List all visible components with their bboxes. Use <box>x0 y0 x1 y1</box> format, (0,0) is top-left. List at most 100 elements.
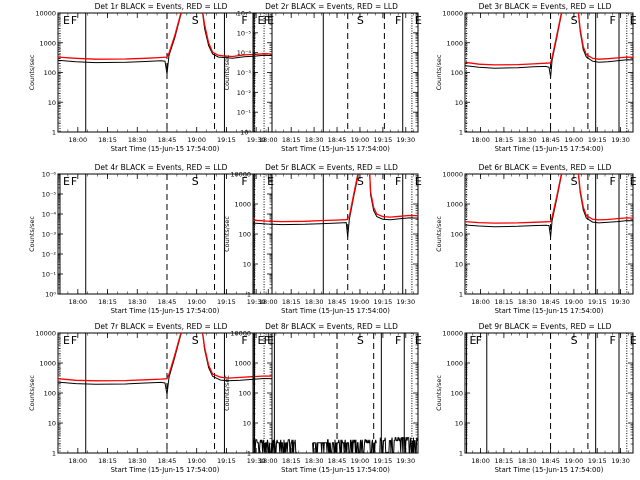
y-tick-label: 10⁻⁴ <box>42 211 57 219</box>
x-tick-label: 18:45 <box>328 457 347 465</box>
x-tick-label: 18:45 <box>158 298 177 306</box>
y-tick-label: 10000 <box>230 330 251 338</box>
series-lld <box>58 13 272 60</box>
x-tick-label: 18:30 <box>518 457 537 465</box>
y-tick-label: 10 <box>243 261 251 269</box>
x-tick-label: 19:15 <box>373 298 392 306</box>
event-marker-f: F <box>241 14 247 27</box>
x-axis-label: Start Time (15-Jun-15 17:54:00) <box>281 466 390 474</box>
x-tick-label: 18:45 <box>541 298 560 306</box>
x-tick-label: 18:15 <box>495 457 514 465</box>
event-marker-f: F <box>264 334 270 347</box>
y-tick-label: 1000 <box>39 360 56 368</box>
y-axis-label: Counts/sec <box>223 375 231 411</box>
y-axis-label: Counts/sec <box>28 54 36 90</box>
x-tick-label: 18:00 <box>68 457 87 465</box>
y-axis-label: Counts/sec <box>435 54 443 90</box>
series-lld <box>465 174 633 224</box>
y-tick-label: 1 <box>247 450 251 458</box>
panel-det-5: Det 5r BLACK = Events, RED = LLD 1 10 100 10… <box>223 163 422 315</box>
event-marker-f: F <box>71 14 77 27</box>
x-tick-label: 18:15 <box>282 298 301 306</box>
x-tick-label: 18:15 <box>495 136 514 144</box>
x-tick-label: 19:15 <box>373 457 392 465</box>
y-tick-label: 10⁻² <box>42 251 57 259</box>
event-marker-f: F <box>241 334 247 347</box>
x-axis-label: Start Time (15-Jun-15 17:54:00) <box>495 145 604 153</box>
panel-title: Det 2r BLACK = Events, RED = LLD <box>265 2 398 11</box>
x-axis-label: Start Time (15-Jun-15 17:54:00) <box>111 466 220 474</box>
x-tick-label: 19:30 <box>611 457 630 465</box>
y-tick-label: 1 <box>52 450 56 458</box>
x-tick-label: 19:30 <box>247 457 266 465</box>
x-axis-label: Start Time (15-Jun-15 17:54:00) <box>495 307 604 315</box>
panel-det-2: Det 2r BLACK = Events, RED = LLD 10⁰ 10⁻¹ 1… <box>223 2 422 153</box>
y-tick-label: 10 <box>48 99 56 107</box>
event-marker-f: F <box>476 334 482 347</box>
event-marker-f: F <box>610 334 616 347</box>
y-tick-label: 1000 <box>446 201 463 209</box>
x-tick-label: 18:00 <box>259 457 278 465</box>
event-marker-e: E <box>63 175 70 188</box>
y-tick-label: 10⁻⁵ <box>42 191 57 199</box>
event-marker-e: E <box>415 14 422 27</box>
y-axis-label: Counts/sec <box>435 216 443 252</box>
event-marker-e: E <box>63 334 70 347</box>
y-tick-label: 10 <box>455 420 463 428</box>
plot-frame <box>464 332 634 454</box>
panel-title: Det 7r BLACK = Events, RED = LLD <box>95 322 228 331</box>
x-axis-label: Start Time (15-Jun-15 17:54:00) <box>111 307 220 315</box>
y-tick-label: 10000 <box>35 330 56 338</box>
x-tick-label: 18:00 <box>259 136 278 144</box>
event-marker-e: E <box>470 334 477 347</box>
panel-title: Det 4r BLACK = Events, RED = LLD <box>95 163 228 172</box>
plot-frame <box>464 12 634 133</box>
event-marker-f: F <box>395 14 401 27</box>
y-axis-label: Counts/sec <box>28 216 36 252</box>
y-tick-label: 1 <box>459 450 463 458</box>
x-tick-label: 19:30 <box>611 136 630 144</box>
x-tick-label: 18:15 <box>495 298 514 306</box>
x-tick-label: 18:30 <box>128 298 147 306</box>
y-tick-label: 1000 <box>234 201 251 209</box>
x-tick-label: 19:30 <box>396 136 415 144</box>
y-tick-label: 10000 <box>442 330 463 338</box>
x-tick-label: 19:30 <box>247 136 266 144</box>
y-tick-label: 100 <box>44 69 56 77</box>
x-tick-label: 19:15 <box>588 136 607 144</box>
x-tick-label: 19:00 <box>187 457 206 465</box>
x-tick-label: 19:30 <box>396 298 415 306</box>
event-marker-f: F <box>71 334 77 347</box>
y-tick-label: 10000 <box>442 171 463 179</box>
y-tick-label: 100 <box>239 390 251 398</box>
y-tick-label: 10000 <box>230 171 251 179</box>
panel-det-4: Det 4r BLACK = Events, RED = LLD 10⁰ 10⁻¹ 1… <box>28 163 274 315</box>
event-marker-f: F <box>71 175 77 188</box>
y-axis-label: Counts/sec <box>223 216 231 252</box>
x-tick-label: 19:00 <box>351 136 370 144</box>
x-tick-label: 19:15 <box>373 136 392 144</box>
x-tick-label: 19:00 <box>565 457 584 465</box>
event-marker-e: E <box>630 175 637 188</box>
x-tick-label: 19:15 <box>217 457 236 465</box>
y-tick-label: 10⁻³ <box>237 69 252 77</box>
plot-frame <box>252 12 419 133</box>
event-marker-s: S <box>192 175 199 188</box>
event-marker-e: E <box>258 14 265 27</box>
y-tick-label: 10 <box>455 99 463 107</box>
x-axis-label: Start Time (15-Jun-15 17:54:00) <box>111 145 220 153</box>
event-marker-f: F <box>395 334 401 347</box>
panel-title: Det 3r BLACK = Events, RED = LLD <box>479 2 612 11</box>
event-marker-s: S <box>571 175 578 188</box>
x-tick-label: 19:30 <box>247 298 266 306</box>
x-tick-label: 18:30 <box>305 298 324 306</box>
y-tick-label: 10 <box>48 420 56 428</box>
y-tick-label: 10⁻⁵ <box>237 29 252 37</box>
y-tick-label: 1 <box>459 291 463 299</box>
y-tick-label: 1 <box>52 129 56 137</box>
x-tick-label: 18:45 <box>541 136 560 144</box>
panel-title: Det 6r BLACK = Events, RED = LLD <box>479 163 612 172</box>
y-axis-label: Counts/sec <box>435 375 443 411</box>
event-marker-e: E <box>630 334 637 347</box>
event-marker-s: S <box>357 175 364 188</box>
